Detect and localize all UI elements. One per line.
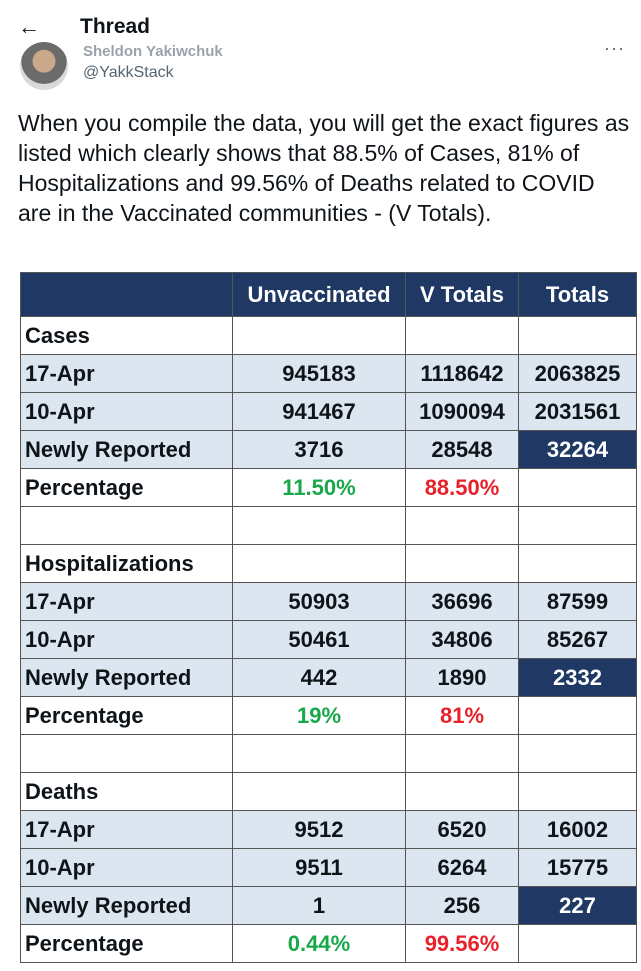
empty-cell: [405, 506, 519, 545]
row-label: Percentage: [20, 468, 233, 507]
row-label: Percentage: [20, 924, 233, 963]
empty-cell: [518, 696, 637, 735]
row-label: Newly Reported: [20, 430, 233, 469]
cell-value: 34806: [405, 620, 519, 659]
row-label: 17-Apr: [20, 582, 233, 621]
data-row: Newly Reported 3716 28548 32264: [20, 430, 637, 469]
empty-cell: [20, 506, 233, 545]
cell-value: 256: [405, 886, 519, 925]
data-row: Percentage 19% 81%: [20, 696, 637, 735]
cell-value: 50461: [232, 620, 406, 659]
data-row: 10-Apr 50461 34806 85267: [20, 620, 637, 659]
cell-value: 442: [232, 658, 406, 697]
empty-cell: [232, 544, 406, 583]
cell-value: 36696: [405, 582, 519, 621]
cell-value: 227: [518, 886, 637, 925]
data-row: Newly Reported 442 1890 2332: [20, 658, 637, 697]
row-label: Newly Reported: [20, 658, 233, 697]
cell-value: 15775: [518, 848, 637, 887]
row-label: 10-Apr: [20, 620, 233, 659]
cell-value: 88.50%: [405, 468, 519, 507]
cell-value: 1118642: [405, 354, 519, 393]
cell-value: 3716: [232, 430, 406, 469]
cell-value: 85267: [518, 620, 637, 659]
more-menu[interactable]: ···: [604, 38, 625, 58]
empty-cell: [518, 544, 637, 583]
cell-value: 28548: [405, 430, 519, 469]
data-row: 17-Apr 945183 1118642 2063825: [20, 354, 637, 393]
cell-value: 11.50%: [232, 468, 406, 507]
cell-value: 1: [232, 886, 406, 925]
empty-cell: [518, 468, 637, 507]
empty-cell: [518, 734, 637, 773]
empty-cell: [518, 772, 637, 811]
section-label: Hospitalizations: [20, 544, 233, 583]
cell-value: 2332: [518, 658, 637, 697]
header-cell: V Totals: [405, 272, 519, 317]
cell-value: 19%: [232, 696, 406, 735]
row-label: 17-Apr: [20, 810, 233, 849]
empty-cell: [405, 772, 519, 811]
tweet-text: When you compile the data, you will get …: [18, 110, 630, 226]
header-row: Unvaccinated V Totals Totals: [20, 272, 637, 317]
empty-cell: [20, 734, 233, 773]
cell-value: 6264: [405, 848, 519, 887]
header-cell: Totals: [518, 272, 637, 317]
cell-value: 1090094: [405, 392, 519, 431]
empty-cell: [232, 734, 406, 773]
section-label: Cases: [20, 316, 233, 355]
data-row: 10-Apr 9511 6264 15775: [20, 848, 637, 887]
header-cell: Unvaccinated: [232, 272, 406, 317]
cell-value: 32264: [518, 430, 637, 469]
spacer-row: [20, 506, 637, 545]
data-table: Unvaccinated V Totals Totals Cases 17-Apr 945…: [20, 272, 637, 963]
cell-value: 81%: [405, 696, 519, 735]
data-row: 17-Apr 9512 6520 16002: [20, 810, 637, 849]
data-row: Percentage 0.44% 99.56%: [20, 924, 637, 963]
section-label: Deaths: [20, 772, 233, 811]
header-title: Thread: [80, 15, 151, 38]
cell-value: 1890: [405, 658, 519, 697]
cell-value: 9512: [232, 810, 406, 849]
empty-cell: [405, 734, 519, 773]
data-row: Percentage 11.50% 88.50%: [20, 468, 637, 507]
cell-value: 99.56%: [405, 924, 519, 963]
back-arrow[interactable]: ←: [18, 14, 40, 39]
cell-value: 941467: [232, 392, 406, 431]
cell-value: 16002: [518, 810, 637, 849]
header-cell: [20, 272, 233, 317]
section-row: Hospitalizations: [20, 544, 637, 583]
empty-cell: [518, 924, 637, 963]
avatar[interactable]: [20, 42, 68, 90]
section-row: Cases: [20, 316, 637, 355]
author-handle[interactable]: @YakkStack: [83, 64, 174, 81]
empty-cell: [232, 316, 406, 355]
row-label: 10-Apr: [20, 392, 233, 431]
empty-cell: [518, 506, 637, 545]
row-label: Newly Reported: [20, 886, 233, 925]
data-row: 10-Apr 941467 1090094 2031561: [20, 392, 637, 431]
data-row: Newly Reported 1 256 227: [20, 886, 637, 925]
empty-cell: [232, 772, 406, 811]
cell-value: 9511: [232, 848, 406, 887]
cell-value: 87599: [518, 582, 637, 621]
empty-cell: [232, 506, 406, 545]
data-row: 17-Apr 50903 36696 87599: [20, 582, 637, 621]
empty-cell: [518, 316, 637, 355]
cell-value: 0.44%: [232, 924, 406, 963]
spacer-row: [20, 734, 637, 773]
section-row: Deaths: [20, 772, 637, 811]
cell-value: 2031561: [518, 392, 637, 431]
empty-cell: [405, 316, 519, 355]
cell-value: 2063825: [518, 354, 637, 393]
cell-value: 945183: [232, 354, 406, 393]
row-label: 17-Apr: [20, 354, 233, 393]
author-name[interactable]: Sheldon Yakiwchuk: [83, 43, 223, 56]
cell-value: 6520: [405, 810, 519, 849]
empty-cell: [405, 544, 519, 583]
row-label: Percentage: [20, 696, 233, 735]
row-label: 10-Apr: [20, 848, 233, 887]
cell-value: 50903: [232, 582, 406, 621]
